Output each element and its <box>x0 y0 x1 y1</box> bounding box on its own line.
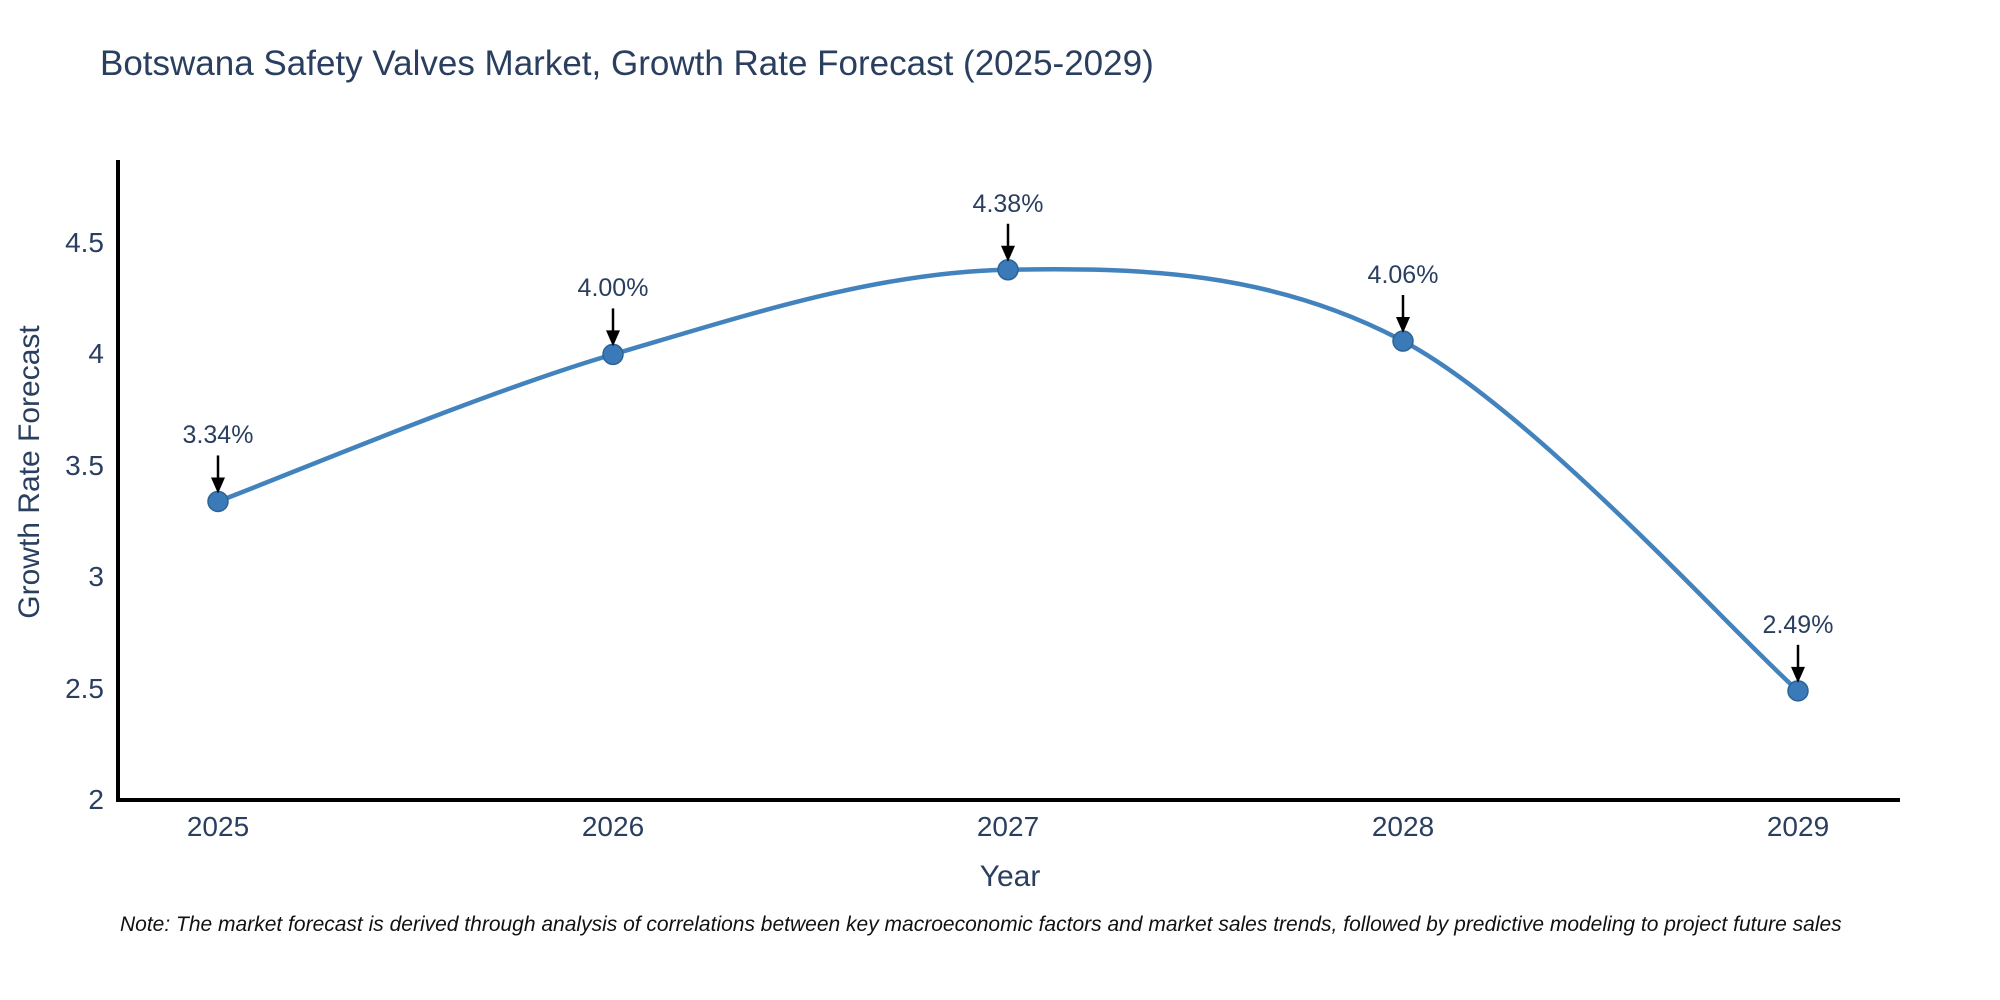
data-label-2029: 2.49% <box>1762 610 1834 639</box>
y-tick-label: 2 <box>88 784 104 815</box>
data-point-2028[interactable] <box>1392 330 1414 352</box>
y-tick-label: 3.5 <box>65 449 104 481</box>
x-tick-label: 2025 <box>186 811 250 842</box>
x-tick-label: 2029 <box>1766 811 1830 842</box>
x-axis-title: Year <box>979 860 1041 893</box>
y-tick-label: 4 <box>88 338 104 370</box>
annotation-arrowhead <box>211 477 225 494</box>
data-label-2027: 4.38% <box>972 189 1044 218</box>
data-label-2025: 3.34% <box>182 421 254 450</box>
annotation-arrowhead <box>1791 666 1805 683</box>
data-point-2025[interactable] <box>207 490 229 513</box>
data-label-2028: 4.06% <box>1367 261 1439 290</box>
chart-title: Botswana Safety Valves Market, Growth Ra… <box>100 44 1154 83</box>
y-tick-label: 4.5 <box>65 227 104 258</box>
data-point-2029[interactable] <box>1787 680 1809 702</box>
x-tick-label: 2026 <box>581 811 645 842</box>
footnote: Note: The market forecast is derived thr… <box>120 913 1842 936</box>
data-label-2026: 4.00% <box>577 274 649 303</box>
annotation-arrowhead <box>606 330 620 347</box>
x-tick-label: 2028 <box>1371 811 1435 842</box>
data-point-2026[interactable] <box>602 343 624 366</box>
annotation-arrowhead <box>1001 245 1015 262</box>
axis-lines <box>116 160 1900 802</box>
y-tick-label: 2.5 <box>65 672 104 704</box>
forecast-line <box>215 267 1801 694</box>
x-tick-label: 2027 <box>976 811 1040 842</box>
y-tick-label: 3 <box>88 561 104 593</box>
annotation-arrowhead <box>1396 317 1410 334</box>
data-point-2027[interactable] <box>997 258 1019 281</box>
